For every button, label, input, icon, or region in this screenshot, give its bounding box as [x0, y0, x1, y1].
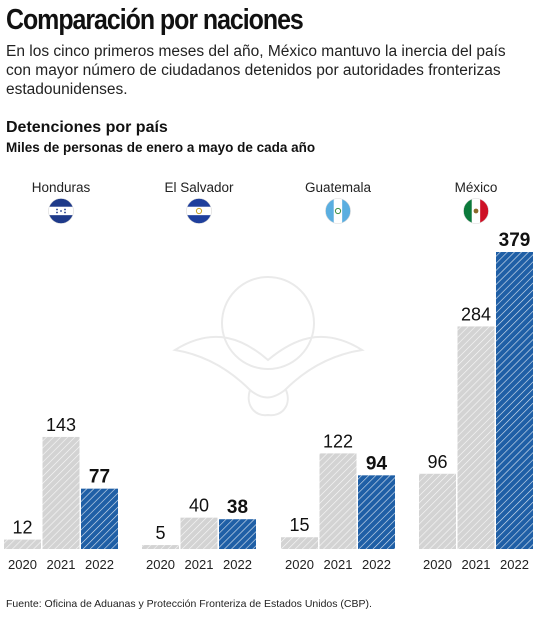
bar-hatch	[419, 473, 456, 549]
chart-subtitle: Miles de personas de enero a mayo de cad…	[6, 140, 316, 155]
value-label: 379	[499, 230, 531, 251]
country-label: México	[455, 180, 498, 195]
value-label: 143	[46, 415, 76, 435]
eagle-watermark-icon	[172, 276, 365, 417]
country-label: El Salvador	[164, 180, 234, 195]
page-title: Comparación por naciones	[6, 4, 304, 36]
country-label: Honduras	[32, 180, 91, 195]
year-tick-label: 2022	[362, 557, 391, 572]
bar-hatch	[42, 436, 80, 549]
bar-hatch	[496, 252, 533, 549]
guatemala-flag-icon	[325, 198, 351, 224]
source-note: Fuente: Oficina de Aduanas y Protección …	[6, 598, 372, 610]
bar-hatch	[219, 519, 256, 549]
value-label: 284	[461, 304, 491, 324]
bar-hatch	[4, 539, 41, 549]
country-group-honduras: Honduras 12 2020 143 2021 77 2022	[4, 180, 118, 572]
bar-hatch	[142, 545, 179, 549]
bar-hatch	[81, 488, 118, 549]
value-label: 40	[189, 496, 209, 516]
country-group-guatemala: Guatemala 15 2020 122 2021 94 2022	[281, 180, 395, 572]
bar-hatch	[457, 326, 495, 549]
value-label: 77	[89, 467, 110, 488]
year-tick-label: 2020	[146, 557, 175, 572]
value-label: 122	[323, 431, 353, 451]
page-subtitle: En los cinco primeros meses del año, Méx…	[6, 43, 506, 98]
value-label: 5	[155, 523, 165, 543]
country-label: Guatemala	[305, 180, 372, 195]
year-tick-label: 2021	[47, 557, 76, 572]
year-tick-label: 2020	[8, 557, 37, 572]
bar-hatch	[180, 517, 218, 549]
bar-chart: Honduras 12 2020 143 2021 77 2022 El Salvador 5 2…	[4, 180, 533, 572]
year-tick-label: 2022	[223, 557, 252, 572]
year-tick-label: 2022	[500, 557, 529, 572]
value-label: 38	[227, 497, 248, 518]
bar-hatch	[319, 453, 357, 549]
year-tick-label: 2020	[423, 557, 452, 572]
country-group-el-salvador: El Salvador 5 2020 40 2021 38 2022	[142, 180, 256, 572]
bar-hatch	[281, 537, 318, 549]
chart-title: Detenciones por país	[6, 119, 168, 136]
year-tick-label: 2021	[462, 557, 491, 572]
honduras-flag-icon	[48, 198, 74, 224]
year-tick-label: 2021	[185, 557, 214, 572]
mexico-flag-icon	[463, 198, 489, 224]
value-label: 12	[12, 518, 32, 538]
bar-hatch	[358, 475, 395, 549]
year-tick-label: 2020	[285, 557, 314, 572]
value-label: 15	[289, 515, 309, 535]
year-tick-label: 2022	[85, 557, 114, 572]
value-label: 96	[427, 452, 447, 472]
value-label: 94	[366, 453, 388, 474]
country-group-mexico: México 96 2020 284 2021 379 2022	[419, 180, 533, 572]
year-tick-label: 2021	[324, 557, 353, 572]
el-salvador-flag-icon	[186, 198, 212, 224]
